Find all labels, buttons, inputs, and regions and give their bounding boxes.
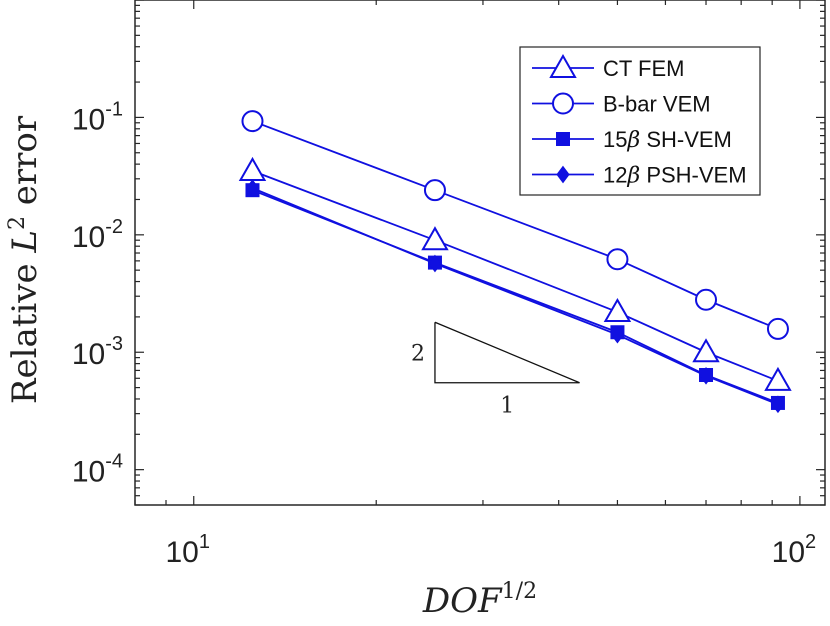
y-axis-label-pre: Relative bbox=[5, 253, 45, 405]
y-tick-label-base: 10 bbox=[72, 103, 105, 136]
y-tick-label: 10-3 bbox=[72, 333, 123, 371]
x-tick-label-base: 10 bbox=[165, 536, 198, 569]
circle-marker bbox=[552, 92, 574, 115]
triangle-marker bbox=[421, 226, 449, 251]
legend-label: B-bar VEM bbox=[603, 92, 711, 117]
x-tick-label-base: 10 bbox=[772, 536, 805, 569]
diamond-marker bbox=[771, 395, 785, 414]
x-axis-label-main: DOF bbox=[422, 581, 503, 621]
legend-label-num: 15 bbox=[603, 127, 627, 152]
square-marker bbox=[556, 132, 570, 146]
legend-label-text: B-bar VEM bbox=[603, 92, 711, 117]
diamond-marker bbox=[428, 254, 442, 273]
x-axis-label-sup: 1/2 bbox=[502, 579, 537, 604]
axis-ticks bbox=[134, 0, 825, 506]
diamond-marker bbox=[245, 179, 260, 197]
x-axis-label: DOF1/2 bbox=[422, 579, 537, 621]
y-tick-label-exp: -1 bbox=[105, 98, 123, 120]
legend-item: 12β PSH-VEM bbox=[532, 163, 747, 189]
triangle-marker bbox=[692, 338, 720, 363]
triangle-marker bbox=[549, 53, 577, 78]
y-tick-label-base: 10 bbox=[72, 221, 105, 254]
diamond-marker bbox=[699, 366, 713, 385]
circle-marker bbox=[606, 248, 629, 271]
x-tick-label-exp: 1 bbox=[199, 531, 210, 553]
series-circle bbox=[241, 110, 789, 340]
y-tick-label-base: 10 bbox=[72, 456, 105, 489]
y-tick-label-base: 10 bbox=[72, 338, 105, 371]
y-tick-label: 10-4 bbox=[72, 451, 123, 489]
legend-label-num: 12 bbox=[603, 163, 627, 188]
diamond-marker bbox=[610, 325, 625, 344]
x-tick-label: 102 bbox=[772, 531, 817, 569]
y-axis-label-var: L bbox=[5, 230, 45, 254]
legend-label: CT FEM bbox=[603, 56, 684, 81]
y-axis-label: Relative L2 error bbox=[5, 115, 45, 404]
legend-label-text: SH-VEM bbox=[640, 127, 732, 152]
y-tick-label: 10-2 bbox=[72, 216, 123, 254]
slope-run-label: 1 bbox=[500, 394, 514, 419]
y-axis-label-sup: 2 bbox=[5, 216, 30, 230]
y-tick-label: 10-1 bbox=[72, 98, 123, 136]
triangle-marker bbox=[603, 298, 632, 323]
data-series bbox=[238, 110, 792, 414]
y-tick-label-exp: -4 bbox=[105, 451, 123, 473]
legend-label-symbol: β bbox=[626, 164, 640, 189]
slope-rise-label: 2 bbox=[411, 341, 425, 366]
slope-triangle-shape bbox=[434, 321, 580, 384]
series-diamond bbox=[245, 179, 785, 414]
legend-item: CT FEM bbox=[532, 53, 684, 81]
triangle-marker bbox=[764, 366, 792, 391]
legend-label: 12β PSH-VEM bbox=[603, 163, 747, 189]
legend-label: 15β SH-VEM bbox=[603, 127, 732, 153]
slope-triangle: 2 1 bbox=[411, 321, 580, 419]
circle-marker bbox=[695, 288, 718, 311]
y-axis-label-post: error bbox=[5, 115, 45, 216]
diamond-marker bbox=[556, 165, 570, 184]
legend-item: 15β SH-VEM bbox=[532, 127, 732, 153]
series-triangle bbox=[238, 156, 792, 391]
legend-label-text: PSH-VEM bbox=[640, 163, 746, 188]
y-tick-label-exp: -2 bbox=[105, 216, 123, 238]
circle-marker bbox=[766, 317, 789, 340]
legend-item: B-bar VEM bbox=[532, 92, 711, 117]
x-tick-label: 101 bbox=[165, 531, 210, 569]
circle-marker bbox=[241, 110, 264, 133]
y-tick-label-exp: -3 bbox=[105, 333, 123, 355]
x-tick-label-exp: 2 bbox=[805, 531, 816, 553]
legend-label-symbol: β bbox=[626, 128, 640, 153]
circle-marker bbox=[423, 179, 446, 202]
legend-label-text: CT FEM bbox=[603, 56, 684, 81]
